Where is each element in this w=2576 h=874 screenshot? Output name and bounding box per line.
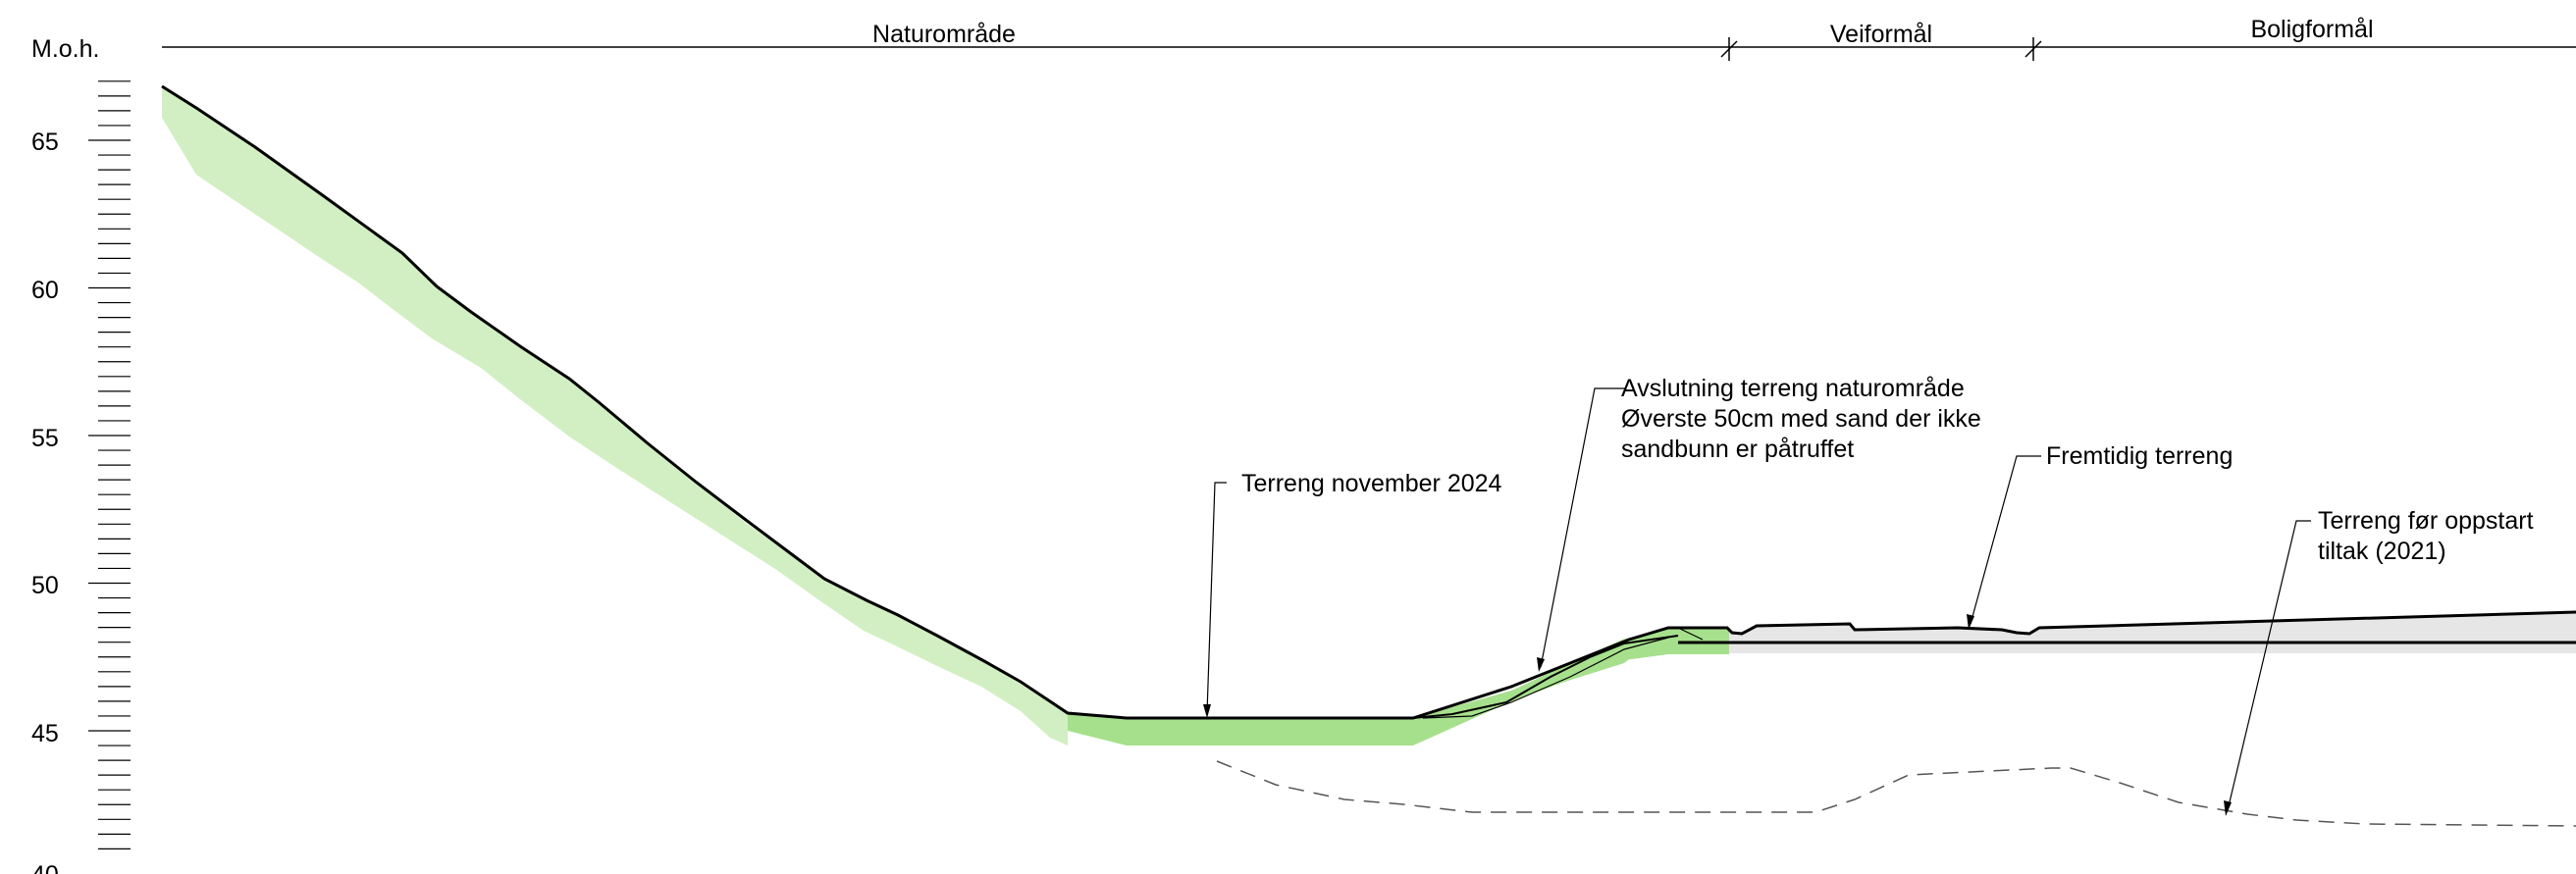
zone-label-housing: Boligformål xyxy=(2250,16,2373,43)
tick-label-50: 50 xyxy=(31,572,59,599)
pit-bottom-fill xyxy=(1068,628,1729,745)
annotation-before-line2: tiltak (2021) xyxy=(2318,538,2446,565)
zone-divider-2 xyxy=(2024,37,2042,61)
leader-before xyxy=(2227,520,2311,811)
tick-label-45: 45 xyxy=(31,720,59,747)
leader-future xyxy=(1970,455,2041,625)
tick-label-60: 60 xyxy=(31,277,59,304)
arrow-future xyxy=(1967,614,1974,630)
axis-label: M.o.h. xyxy=(31,35,99,63)
terrain-2021-dashed-line xyxy=(1216,760,2576,827)
annotation-before-line1: Terreng før oppstart xyxy=(2318,507,2534,535)
tick-label-40: 40 xyxy=(31,861,59,874)
annotation-future: Fremtidig terreng xyxy=(2046,442,2233,470)
arrow-finish xyxy=(1537,657,1545,672)
future-terrain-fill xyxy=(1678,612,2576,653)
annotation-finish-line2: Øverste 50cm med sand der ikke xyxy=(1621,405,1981,433)
terrain-nov-2024-line xyxy=(161,84,2576,720)
slope-excavation-band xyxy=(162,86,1068,745)
embankment-tick xyxy=(1677,627,1704,641)
arrow-before xyxy=(2224,800,2232,816)
embankment-inner-line xyxy=(1412,635,1679,719)
elevation-scale-ticks xyxy=(88,80,131,850)
annotation-terrain-2024: Terreng november 2024 xyxy=(1241,470,1502,497)
zone-label-road: Veiformål xyxy=(1830,21,1932,48)
embankment-thin-line xyxy=(1422,637,1669,719)
leader-finish xyxy=(1540,387,1625,668)
arrow-terrain-2024 xyxy=(1203,704,1211,718)
zone-divider-1 xyxy=(1720,37,1738,61)
tick-label-55: 55 xyxy=(31,425,59,452)
tick-label-65: 65 xyxy=(31,129,59,156)
zone-label-nature: Naturområde xyxy=(872,21,1016,48)
annotation-finish-line1: Avslutning terreng naturområde xyxy=(1621,375,1965,402)
leader-terrain-2024 xyxy=(1206,482,1227,714)
annotation-finish-line3: sandbunn er påtruffet xyxy=(1621,436,1854,463)
